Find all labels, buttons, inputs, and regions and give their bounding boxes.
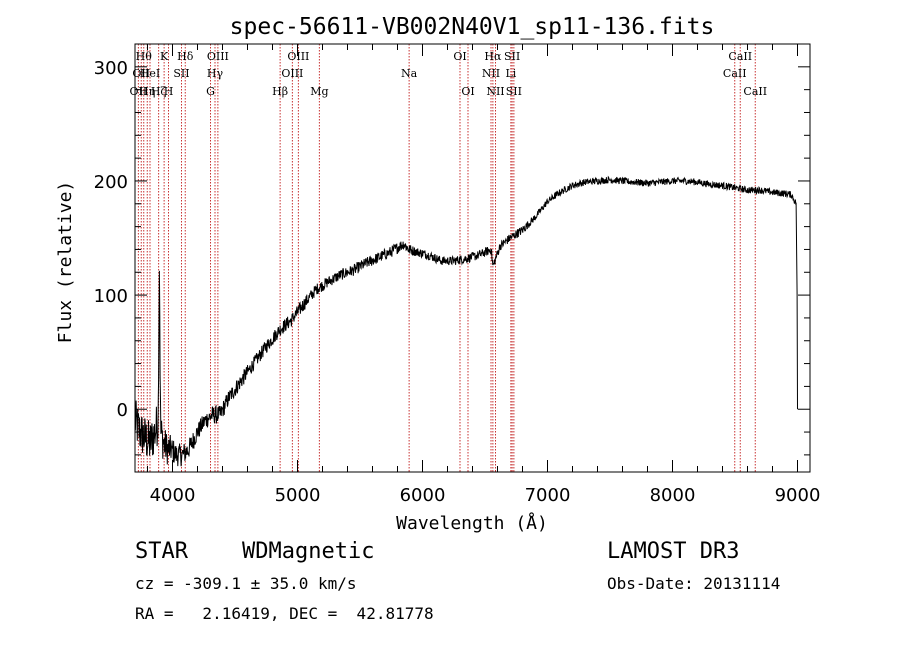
y-tick-label: 100 [94,286,128,307]
spectral-line-label: OI [461,85,474,98]
spectral-line-label: K [160,50,169,63]
spectral-line-label: OI [453,50,466,63]
spectral-line-label: NII [482,67,500,80]
spectral-line-label: Mg [310,85,328,98]
spectral-line-label: OIII [287,50,309,63]
x-tick-label: 7000 [525,485,571,506]
spectral-line-label: Hη [139,85,155,98]
y-axis-label: Flux (relative) [55,181,76,344]
spectrum-trace [134,175,798,467]
coordinates: RA = 2.16419, DEC = 42.81778 [135,604,434,623]
spectral-line-label: Hα [484,50,502,63]
spectral-line-label: SII [504,50,520,63]
spectral-line-label: OIII [281,67,303,80]
spectral-line-label: CaII [743,85,767,98]
observation-date: Obs-Date: 20131114 [607,574,781,593]
spectral-line-label: Na [401,67,418,80]
spectral-line-label: SII [173,67,189,80]
spectral-line-label: Hβ [272,85,288,98]
spectral-line-label: NII [486,85,504,98]
spectral-line-label: Hγ [207,67,224,80]
spectral-line-labels: OII OII Hθ Hη HeI Hζ K H SII Hδ G Hγ OIII Hβ OIII OIII M… [130,50,768,98]
spectral-line-label: CaII [728,50,752,63]
x-axis-ticks: 4000 5000 6000 7000 8000 9000 [147,44,821,506]
x-axis-label: Wavelength (Å) [396,512,548,534]
x-tick-label: 5000 [275,485,321,506]
spectral-line-label: G [206,85,215,98]
x-tick-label: 8000 [650,485,696,506]
y-tick-label: 200 [94,172,128,193]
x-tick-label: 6000 [400,485,446,506]
y-axis-ticks: 0 100 200 300 [94,43,810,456]
object-class: STAR [135,539,188,564]
survey-name: LAMOST DR3 [607,539,740,564]
x-tick-label: 9000 [775,485,821,506]
spectral-line-label: OIII [207,50,229,63]
y-tick-label: 300 [94,58,128,79]
spectral-line-markers [137,44,756,472]
spectral-line-label: CaII [723,67,747,80]
plot-frame [134,43,811,473]
spectral-line-label: HeI [140,67,160,80]
spectral-line-label: OII [130,85,148,98]
spectral-line-label: Hζ [151,85,167,98]
spectral-line-label: Li [505,67,516,80]
spectral-line-label: OII [132,67,150,80]
spectral-line-label: Hδ [177,50,194,63]
y-tick-label: 0 [117,400,128,421]
spectral-line-label: H [164,85,174,98]
chart-title: spec-56611-VB002N40V1_sp11-136.fits [230,14,715,40]
x-tick-label: 4000 [150,485,196,506]
redshift-cz: cz = -309.1 ± 35.0 km/s [135,574,357,593]
spectral-line-label: SII [506,85,522,98]
object-subclass: WDMagnetic [242,539,375,564]
spectral-line-label: Hθ [136,50,153,63]
